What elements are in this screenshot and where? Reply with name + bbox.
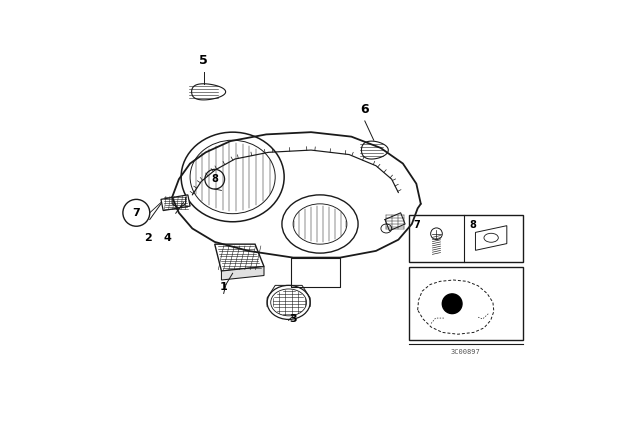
- Text: 5: 5: [199, 54, 208, 67]
- Circle shape: [442, 294, 462, 314]
- Circle shape: [431, 228, 442, 240]
- Ellipse shape: [267, 285, 310, 319]
- Text: 7: 7: [132, 208, 140, 218]
- Text: 3: 3: [289, 314, 297, 323]
- Text: 2: 2: [143, 233, 152, 243]
- Circle shape: [123, 199, 150, 226]
- Polygon shape: [191, 84, 226, 100]
- Text: 6: 6: [360, 103, 369, 116]
- Text: 8: 8: [469, 220, 476, 230]
- Polygon shape: [476, 226, 507, 250]
- Polygon shape: [221, 267, 264, 280]
- Text: 1: 1: [220, 282, 228, 292]
- Ellipse shape: [181, 132, 284, 222]
- Text: 4: 4: [164, 233, 172, 243]
- Text: 8: 8: [211, 174, 218, 184]
- Polygon shape: [362, 141, 388, 159]
- Text: 7: 7: [413, 220, 420, 230]
- Circle shape: [205, 169, 225, 189]
- Ellipse shape: [484, 233, 499, 242]
- Polygon shape: [161, 195, 190, 211]
- Text: 3C00897: 3C00897: [451, 349, 481, 354]
- Bar: [409, 267, 523, 340]
- Bar: [409, 215, 523, 262]
- Ellipse shape: [282, 195, 358, 253]
- Polygon shape: [215, 244, 264, 271]
